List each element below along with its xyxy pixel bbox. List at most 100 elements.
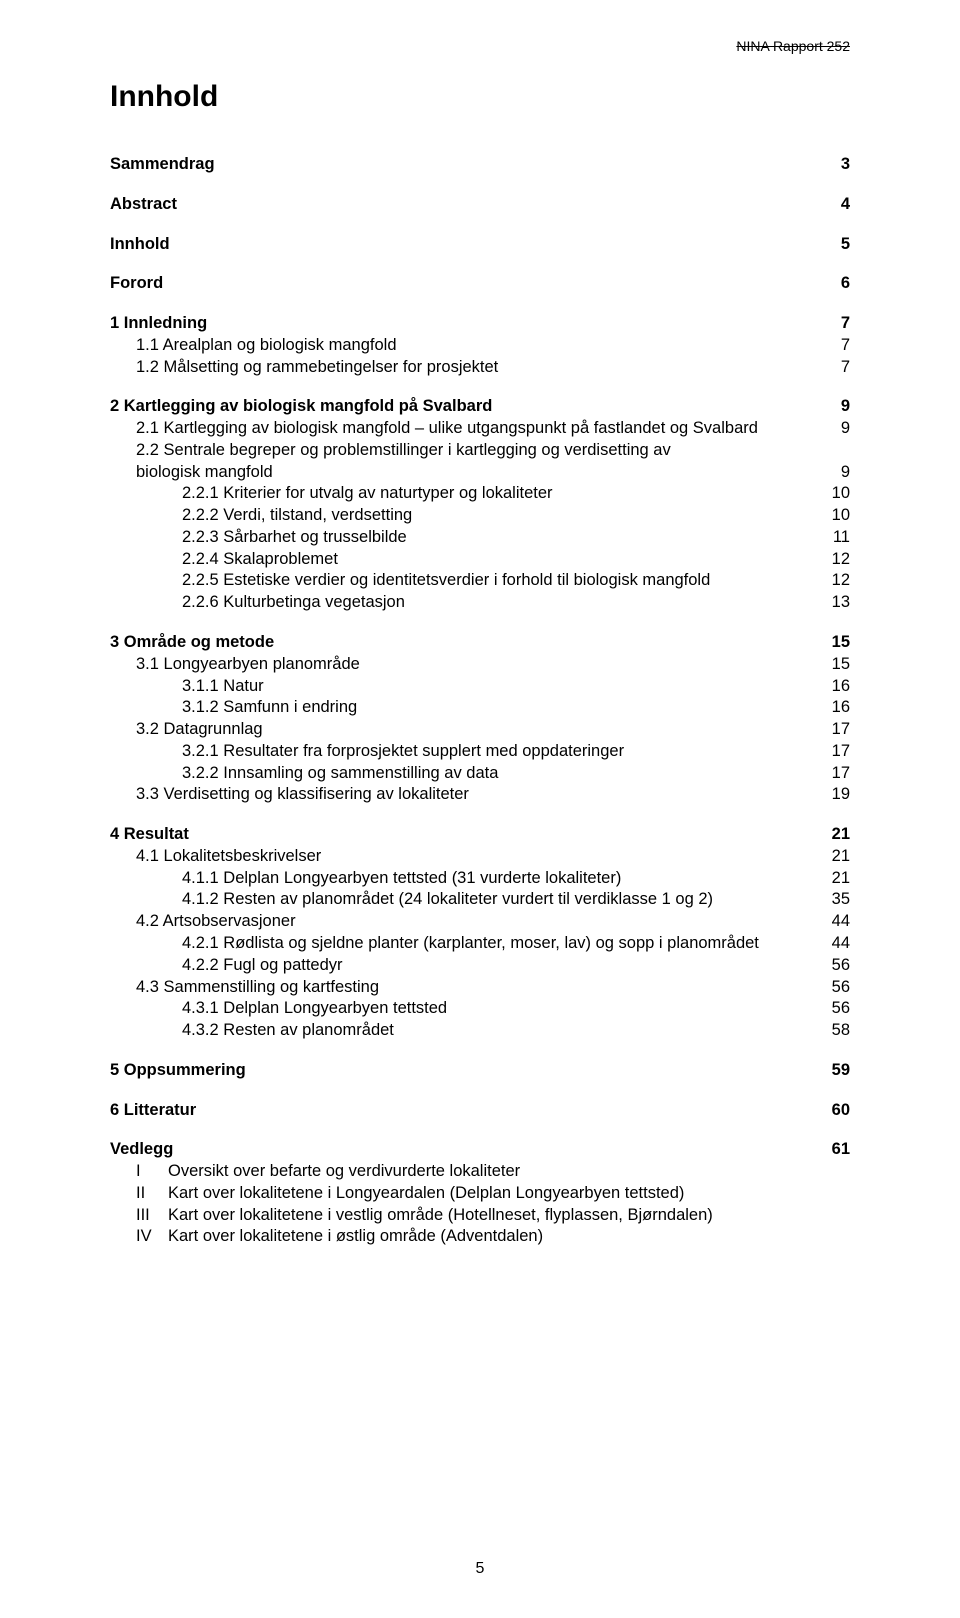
toc-entry: 4.1.1 Delplan Longyearbyen tettsted (31 … xyxy=(110,868,850,890)
appendix-numeral: I xyxy=(136,1161,168,1183)
toc-label: 3.2.2 Innsamling og sammenstilling av da… xyxy=(182,763,498,785)
toc-entry: 6 Litteratur60 xyxy=(110,1100,850,1122)
toc-label: 3.2 Datagrunnlag xyxy=(136,719,263,741)
appendix-numeral: II xyxy=(136,1183,168,1205)
toc-page: 21 xyxy=(832,846,850,868)
toc-entry: 4.3.1 Delplan Longyearbyen tettsted56 xyxy=(110,998,850,1020)
toc-entry: 2.2.6 Kulturbetinga vegetasjon 13 xyxy=(110,592,850,614)
toc-page: 19 xyxy=(832,784,850,806)
toc-page: 58 xyxy=(832,1020,850,1042)
toc-page: 3 xyxy=(841,154,850,176)
toc-page: 15 xyxy=(832,654,850,676)
toc-page: 16 xyxy=(832,676,850,698)
toc-label: 3.1.2 Samfunn i endring xyxy=(182,697,357,719)
appendix-entry: IIKart over lokalitetene i Longyeardalen… xyxy=(110,1183,850,1205)
toc-entry: 3.1.1 Natur 16 xyxy=(110,676,850,698)
toc-label: Sammendrag xyxy=(110,154,215,176)
toc-label: 4 Resultat xyxy=(110,824,189,846)
toc-entry: 2 Kartlegging av biologisk mangfold på S… xyxy=(110,396,850,418)
toc-page: 17 xyxy=(832,719,850,741)
toc-entry: 4.1.2 Resten av planområdet (24 lokalite… xyxy=(110,889,850,911)
toc-page: 12 xyxy=(832,570,850,592)
toc-page: 21 xyxy=(832,868,850,890)
toc-page: 44 xyxy=(832,911,850,933)
toc-page: 12 xyxy=(832,549,850,571)
appendix-entry: IIIKart over lokalitetene i vestlig områ… xyxy=(110,1205,850,1227)
toc-entry: Forord6 xyxy=(110,273,850,295)
toc-label: 1.1 Arealplan og biologisk mangfold xyxy=(136,335,397,357)
toc-label: 4.3 Sammenstilling og kartfesting xyxy=(136,977,379,999)
toc-page: 11 xyxy=(833,527,850,549)
toc-page: 10 xyxy=(832,505,850,527)
toc-label: 2 Kartlegging av biologisk mangfold på S… xyxy=(110,396,492,418)
toc-label: 3 Område og metode xyxy=(110,632,274,654)
toc-entry: 3.1 Longyearbyen planområde 15 xyxy=(110,654,850,676)
table-of-contents: Sammendrag 3 Abstract 4 Innhold 5 Forord6 1 Inn… xyxy=(110,154,850,1161)
appendix-entry: IVKart over lokalitetene i østlig område… xyxy=(110,1226,850,1248)
toc-label: 5 Oppsummering xyxy=(110,1060,246,1082)
toc-entry: Innhold 5 xyxy=(110,234,850,256)
toc-label: 2.2.5 Estetiske verdier og identitetsver… xyxy=(182,570,710,592)
toc-page: 56 xyxy=(832,955,850,977)
toc-label: 2.2 Sentrale begreper og problemstilling… xyxy=(136,440,671,462)
toc-page: 17 xyxy=(832,763,850,785)
appendix-list: IOversikt over befarte og verdivurderte … xyxy=(110,1161,850,1248)
page-title: Innhold xyxy=(110,80,850,114)
page: NINA Rapport 252 Innhold Sammendrag 3 Abst… xyxy=(0,0,960,1618)
toc-label: 6 Litteratur xyxy=(110,1100,196,1122)
toc-entry: 3.2 Datagrunnlag 17 xyxy=(110,719,850,741)
toc-label: Abstract xyxy=(110,194,177,216)
toc-label: 3.1 Longyearbyen planområde xyxy=(136,654,360,676)
toc-entry: 3.1.2 Samfunn i endring16 xyxy=(110,697,850,719)
toc-entry: 1 Innledning7 xyxy=(110,313,850,335)
appendix-desc: Oversikt over befarte og verdivurderte l… xyxy=(168,1161,850,1183)
toc-label: 4.2.2 Fugl og pattedyr xyxy=(182,955,343,977)
toc-label: 2.2.3 Sårbarhet og trusselbilde xyxy=(182,527,407,549)
toc-page: 17 xyxy=(832,741,850,763)
toc-label: 4.2 Artsobservasjoner xyxy=(136,911,296,933)
appendix-desc: Kart over lokalitetene i østlig område (… xyxy=(168,1226,850,1248)
toc-label: 2.1 Kartlegging av biologisk mangfold – … xyxy=(136,418,758,440)
toc-label: 4.1 Lokalitetsbeskrivelser xyxy=(136,846,321,868)
toc-entry: Abstract 4 xyxy=(110,194,850,216)
toc-label: 2.2.6 Kulturbetinga vegetasjon xyxy=(182,592,405,614)
toc-entry: 2.1 Kartlegging av biologisk mangfold – … xyxy=(110,418,850,440)
toc-label: 2.2.1 Kriterier for utvalg av naturtyper… xyxy=(182,483,553,505)
toc-entry: 2.2.4 Skalaproblemet 12 xyxy=(110,549,850,571)
toc-entry: 4.2.1 Rødlista og sjeldne planter (karpl… xyxy=(110,933,850,955)
toc-page: 35 xyxy=(832,889,850,911)
toc-page: 6 xyxy=(841,273,850,295)
toc-label: 4.1.1 Delplan Longyearbyen tettsted (31 … xyxy=(182,868,621,890)
toc-entry: 5 Oppsummering 59 xyxy=(110,1060,850,1082)
toc-entry: 2.2 Sentrale begreper og problemstilling… xyxy=(110,440,850,462)
appendix-numeral: III xyxy=(136,1205,168,1227)
toc-page: 15 xyxy=(832,632,850,654)
toc-label: 1.2 Målsetting og rammebetingelser for p… xyxy=(136,357,498,379)
toc-label: 1 Innledning xyxy=(110,313,207,335)
toc-label: 2.2.4 Skalaproblemet xyxy=(182,549,338,571)
toc-page: 9 xyxy=(841,418,850,440)
toc-entry: biologisk mangfold 9 xyxy=(110,462,850,484)
toc-page: 10 xyxy=(832,483,850,505)
toc-entry: Sammendrag 3 xyxy=(110,154,850,176)
toc-page: 59 xyxy=(832,1060,850,1082)
toc-page: 7 xyxy=(841,357,850,379)
toc-entry: 3.2.1 Resultater fra forprosjektet suppl… xyxy=(110,741,850,763)
appendix-desc: Kart over lokalitetene i Longyeardalen (… xyxy=(168,1183,850,1205)
toc-page: 9 xyxy=(841,462,850,484)
toc-entry: 3 Område og metode 15 xyxy=(110,632,850,654)
toc-page: 4 xyxy=(841,194,850,216)
toc-label: 4.3.1 Delplan Longyearbyen tettsted xyxy=(182,998,447,1020)
toc-label: 4.1.2 Resten av planområdet (24 lokalite… xyxy=(182,889,713,911)
toc-entry: 4.3.2 Resten av planområdet58 xyxy=(110,1020,850,1042)
toc-page: 13 xyxy=(832,592,850,614)
header-series: NINA Rapport 252 xyxy=(736,38,850,54)
toc-page: 61 xyxy=(832,1139,850,1161)
toc-entry: 1.2 Målsetting og rammebetingelser for p… xyxy=(110,357,850,379)
toc-page: 5 xyxy=(841,234,850,256)
toc-entry: 4.2 Artsobservasjoner 44 xyxy=(110,911,850,933)
toc-page: 56 xyxy=(832,977,850,999)
toc-label: Innhold xyxy=(110,234,170,256)
toc-label: 3.1.1 Natur xyxy=(182,676,264,698)
toc-label: biologisk mangfold xyxy=(136,462,273,484)
